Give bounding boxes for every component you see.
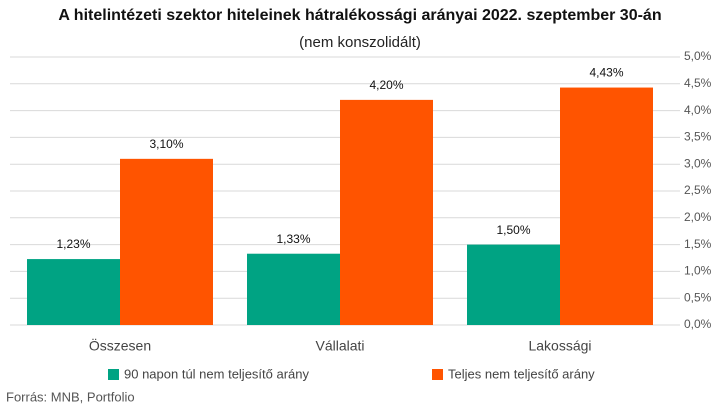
chart-title: A hitelintézeti szektor hiteleinek hátra… bbox=[58, 7, 661, 24]
y-tick-label: 3,5% bbox=[684, 130, 712, 144]
chart-subtitle: (nem konszolidált) bbox=[299, 34, 421, 51]
bar bbox=[120, 158, 213, 325]
source: Forrás: MNB, Portfolio bbox=[6, 389, 135, 404]
bar bbox=[340, 99, 433, 325]
value-label: 1,33% bbox=[276, 232, 310, 246]
bar bbox=[560, 87, 653, 325]
y-tick-label: 0,0% bbox=[684, 317, 712, 331]
value-label: 4,43% bbox=[589, 66, 623, 80]
legend-swatch bbox=[432, 369, 443, 380]
value-label: 3,10% bbox=[149, 137, 183, 151]
y-tick-label: 5,0% bbox=[684, 49, 712, 63]
y-tick-label: 4,0% bbox=[684, 103, 712, 117]
y-tick-label: 1,5% bbox=[684, 237, 712, 251]
y-tick-label: 2,0% bbox=[684, 210, 712, 224]
x-tick-label: Lakossági bbox=[528, 338, 591, 354]
y-tick-label: 3,0% bbox=[684, 156, 712, 170]
value-label: 1,23% bbox=[56, 237, 90, 251]
legend-label: 90 napon túl nem teljesítő arány bbox=[124, 366, 310, 381]
bar bbox=[27, 259, 120, 325]
y-tick-label: 2,5% bbox=[684, 183, 712, 197]
x-tick-label: Vállalati bbox=[315, 338, 364, 354]
bar bbox=[247, 253, 340, 325]
bar bbox=[467, 244, 560, 325]
value-label: 1,50% bbox=[496, 223, 530, 237]
legend-label: Teljes nem teljesítő arány bbox=[448, 366, 595, 381]
legend-swatch bbox=[108, 369, 119, 380]
x-tick-label: Összesen bbox=[89, 337, 151, 354]
y-tick-label: 4,5% bbox=[684, 76, 712, 90]
y-tick-label: 0,5% bbox=[684, 290, 712, 304]
value-label: 4,20% bbox=[369, 78, 403, 92]
y-tick-label: 1,0% bbox=[684, 264, 712, 278]
